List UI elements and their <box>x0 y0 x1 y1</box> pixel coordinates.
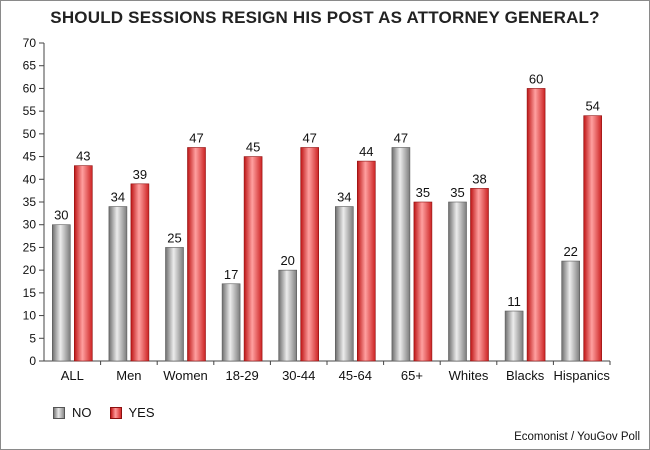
data-label-yes: 45 <box>246 140 260 155</box>
data-label-no: 17 <box>224 267 238 282</box>
bar-yes-all <box>74 165 93 362</box>
data-label-yes: 38 <box>472 171 486 186</box>
data-label-no: 35 <box>450 185 464 200</box>
bar-yes-65+ <box>413 201 433 362</box>
x-tick-label: Men <box>116 368 141 383</box>
x-tick-label: Blacks <box>506 368 545 383</box>
y-tick-label: 5 <box>29 331 36 345</box>
bar-no-18-29 <box>221 283 241 362</box>
bar-yes-men <box>130 183 150 362</box>
axes: 0 5 10 15 20 25 30 35 40 45 50 55 60 65 70 ALL Men Women 1… <box>23 36 611 383</box>
x-tick-label: 18-29 <box>225 368 258 383</box>
data-label-yes: 54 <box>585 99 599 114</box>
data-label-yes: 47 <box>302 130 316 145</box>
bar-yes-women <box>187 147 206 362</box>
bar-no-men <box>108 206 128 362</box>
x-tick-label: Hispanics <box>554 368 611 383</box>
y-tick-label: 60 <box>23 81 37 95</box>
y-tick-label: 10 <box>23 309 37 323</box>
x-tick-label: Whites <box>449 368 489 383</box>
x-tick-label: 65+ <box>401 368 423 383</box>
y-tick-label: 40 <box>23 172 37 186</box>
y-tick-label: 50 <box>23 127 37 141</box>
data-label-yes: 43 <box>76 149 90 164</box>
bar-no-blacks <box>504 310 524 362</box>
legend-swatch-yes <box>109 406 122 419</box>
data-label-yes: 47 <box>189 130 203 145</box>
y-tick-label: 25 <box>23 240 37 254</box>
legend: NO YES <box>53 405 155 420</box>
chart-title: SHOULD SESSIONS RESIGN HIS POST AS ATTOR… <box>50 8 600 27</box>
bar-yes-blacks <box>526 88 546 362</box>
y-tick-label: 30 <box>23 218 37 232</box>
legend-label-yes: YES <box>128 405 155 420</box>
source-note: Ecomonist / YouGov Poll <box>514 431 640 443</box>
x-tick-label: 30-44 <box>282 368 315 383</box>
y-tick-label: 55 <box>23 104 37 118</box>
bar-no-hispanics <box>561 260 581 362</box>
y-tick-label: 45 <box>23 150 37 164</box>
x-tick-label: ALL <box>61 368 84 383</box>
bar-no-30-44 <box>278 269 298 362</box>
legend-label-no: NO <box>72 405 92 420</box>
data-label-yes: 39 <box>133 167 147 182</box>
y-tick-label: 70 <box>23 36 37 50</box>
x-tick-label: Women <box>163 368 208 383</box>
bar-yes-18-29 <box>243 156 263 362</box>
bar-no-all <box>51 224 71 362</box>
legend-item-no: NO <box>53 405 92 420</box>
bars <box>51 88 603 362</box>
bar-yes-whites <box>470 188 489 362</box>
data-label-yes: 60 <box>529 71 543 86</box>
y-tick-label: 20 <box>23 263 37 277</box>
data-labels: 30 43 34 39 25 47 17 45 20 47 34 44 47 35 35 38 11 60 22 54 <box>54 71 600 309</box>
data-label-yes: 44 <box>359 144 373 159</box>
legend-item-yes: YES <box>109 405 155 420</box>
bar-no-women <box>165 247 184 362</box>
bar-no-whites <box>448 201 467 362</box>
data-label-no: 25 <box>167 230 181 245</box>
bar-yes-hispanics <box>583 115 603 362</box>
bar-yes-30-44 <box>300 147 320 362</box>
bar-no-65+ <box>391 147 411 362</box>
data-label-no: 34 <box>111 190 125 205</box>
legend-swatch-no <box>53 406 65 419</box>
data-label-yes: 35 <box>416 185 430 200</box>
bar-yes-45-64 <box>356 160 376 362</box>
data-label-no: 47 <box>394 130 408 145</box>
data-label-no: 11 <box>507 294 521 309</box>
data-label-no: 22 <box>563 244 577 259</box>
y-tick-label: 0 <box>29 354 36 368</box>
data-label-no: 20 <box>280 253 294 268</box>
y-tick-label: 35 <box>23 195 37 209</box>
y-tick-label: 15 <box>23 286 37 300</box>
data-label-no: 30 <box>54 208 68 223</box>
data-label-no: 34 <box>337 190 351 205</box>
bar-no-45-64 <box>334 206 354 362</box>
x-tick-label: 45-64 <box>339 368 372 383</box>
y-tick-label: 65 <box>23 59 37 73</box>
